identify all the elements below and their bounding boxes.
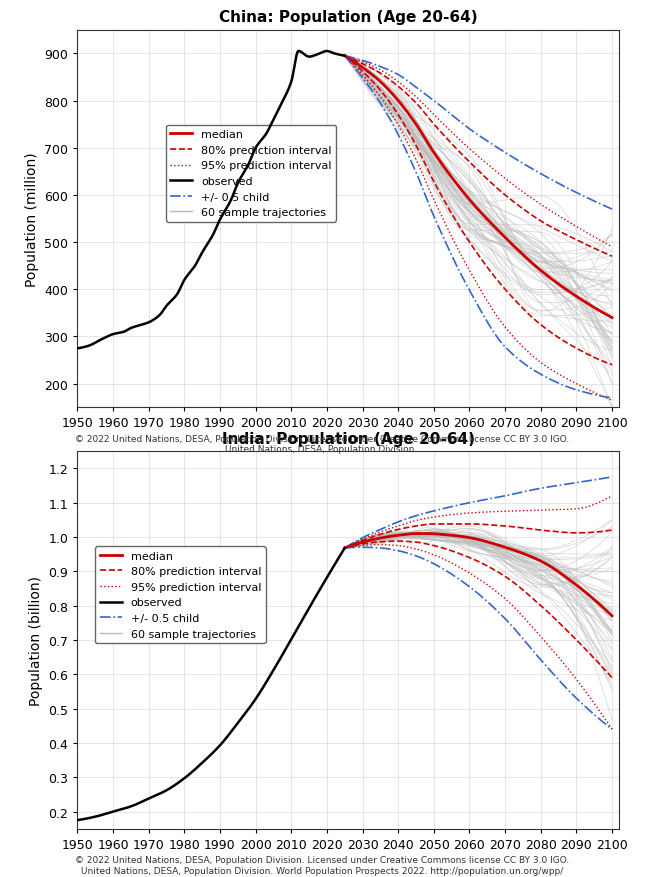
Text: © 2022 United Nations, DESA, Population Division. Licensed under Creative Common: © 2022 United Nations, DESA, Population … (75, 855, 570, 864)
Text: United Nations, DESA, Population Division. World Population Prospects 2022. http: United Nations, DESA, Population Divisio… (81, 866, 564, 874)
Y-axis label: Population (billion): Population (billion) (29, 575, 43, 705)
Text: United Nations, DESA, Population Division.: United Nations, DESA, Population Divisio… (225, 445, 420, 453)
Y-axis label: Population (million): Population (million) (25, 152, 39, 287)
Text: © 2022 United Nations, DESA, Population Division. Licensed under Creative Common: © 2022 United Nations, DESA, Population … (75, 434, 570, 443)
Legend: median, 80% prediction interval, 95% prediction interval, observed, +/- 0.5 chil: median, 80% prediction interval, 95% pre… (166, 125, 336, 222)
Title: China: Population (Age 20-64): China: Population (Age 20-64) (219, 11, 477, 25)
Legend: median, 80% prediction interval, 95% prediction interval, observed, +/- 0.5 chil: median, 80% prediction interval, 95% pre… (95, 546, 266, 643)
Title: India: Population (Age 20-64): India: Population (Age 20-64) (222, 431, 475, 446)
